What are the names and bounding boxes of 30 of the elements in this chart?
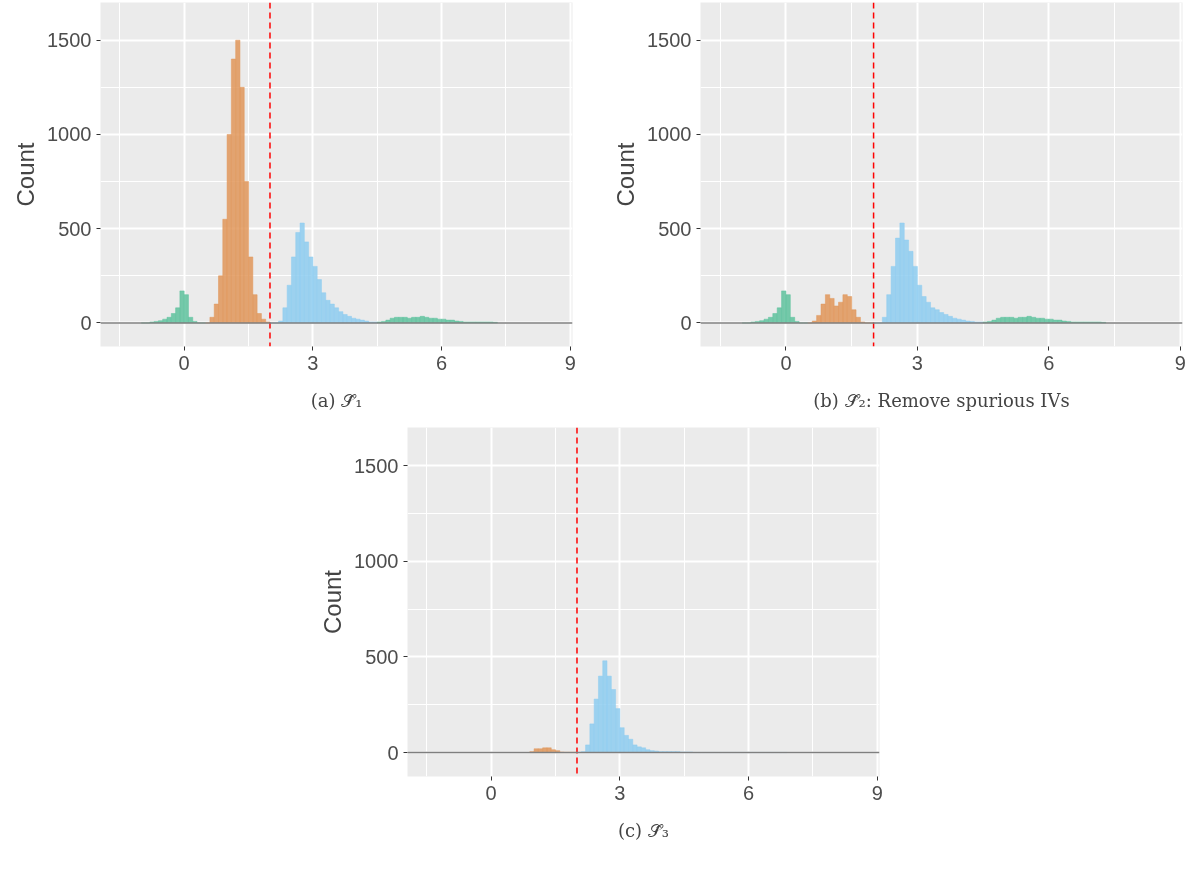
y-axis-title: Count xyxy=(12,142,40,207)
y-tick-label: 500 xyxy=(658,217,692,240)
x-tick-label: 0 xyxy=(178,351,190,374)
y-tick-label: 1500 xyxy=(47,29,92,52)
y-tick-label: 1500 xyxy=(354,454,399,477)
y-tick-label: 0 xyxy=(680,311,692,334)
x-tick-label: 6 xyxy=(743,781,755,804)
y-tick-label: 500 xyxy=(58,217,92,240)
x-tick-label: 6 xyxy=(436,351,448,374)
x-tick-label: 3 xyxy=(911,351,923,374)
y-tick-label: 500 xyxy=(365,645,399,668)
y-axis-title: Count xyxy=(319,569,347,635)
text: (a) 𝒮̂₁ xyxy=(310,389,363,411)
y-tick-label: 1000 xyxy=(647,123,692,146)
y-tick-label: 0 xyxy=(387,741,399,764)
y-tick-label: 1000 xyxy=(47,123,92,146)
x-tick-label: 0 xyxy=(485,781,497,804)
text: (c) 𝒮̂₃ xyxy=(617,819,670,841)
y-tick-label: 1000 xyxy=(354,550,399,573)
x-tick-label: 9 xyxy=(871,781,883,804)
x-tick-label: 9 xyxy=(1174,351,1186,374)
text: (b) 𝒮̂₂: Remove spurious IVs xyxy=(813,389,1070,411)
x-tick-label: 0 xyxy=(780,351,792,374)
x-tick-label: 9 xyxy=(564,351,576,374)
x-tick-label: 6 xyxy=(1043,351,1055,374)
y-tick-label: 0 xyxy=(80,311,92,334)
y-axis-title: Count xyxy=(612,142,640,207)
x-tick-label: 3 xyxy=(307,351,319,374)
x-tick-label: 3 xyxy=(614,781,626,804)
y-tick-label: 1500 xyxy=(647,29,692,52)
